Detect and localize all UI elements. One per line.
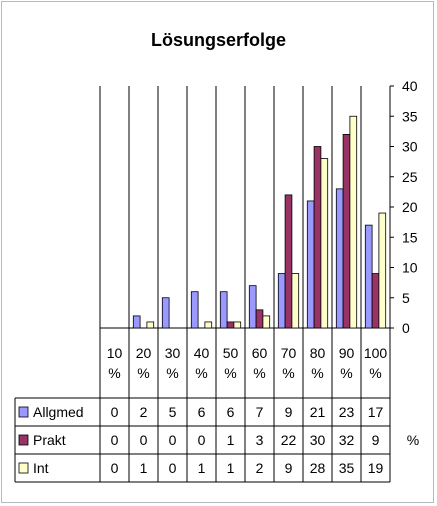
category-label: % bbox=[166, 365, 178, 381]
bar-int bbox=[146, 321, 155, 329]
legend-label: Int bbox=[33, 460, 49, 476]
bar-prakt bbox=[226, 321, 235, 329]
bar-int bbox=[378, 212, 387, 329]
category-label: % bbox=[282, 365, 294, 381]
table-cell: 22 bbox=[281, 432, 297, 448]
category-label: % bbox=[108, 365, 120, 381]
legend-label: Prakt bbox=[33, 432, 66, 448]
legend-key-prakt bbox=[18, 434, 29, 446]
bar-prakt bbox=[342, 133, 351, 329]
category-label: 60 bbox=[252, 345, 268, 361]
table-cell: 35 bbox=[339, 460, 355, 476]
legend-key-int bbox=[18, 462, 29, 474]
table-cell: 19 bbox=[368, 460, 384, 476]
table-cell: 2 bbox=[256, 460, 264, 476]
bar-allgmed bbox=[364, 224, 373, 329]
y-tick-label: 20 bbox=[402, 199, 418, 215]
bar-allgmed bbox=[190, 291, 199, 329]
y-tick-label: 40 bbox=[402, 78, 418, 94]
table-cell: 6 bbox=[227, 404, 235, 420]
table-cell: 9 bbox=[372, 432, 380, 448]
category-label: % bbox=[195, 365, 207, 381]
bar-prakt bbox=[284, 194, 293, 329]
category-label: 10 bbox=[107, 345, 123, 361]
table-cell: 5 bbox=[169, 404, 177, 420]
category-label: % bbox=[253, 365, 265, 381]
y-tick-label: 15 bbox=[402, 229, 418, 245]
table-cell: 2 bbox=[140, 404, 148, 420]
table-cell: 21 bbox=[310, 404, 326, 420]
category-label: 50 bbox=[223, 345, 239, 361]
bar-int bbox=[349, 115, 358, 329]
table-cell: 0 bbox=[198, 432, 206, 448]
y-tick-label: 30 bbox=[402, 139, 418, 155]
bar-allgmed bbox=[248, 285, 257, 329]
category-label: 100 bbox=[364, 345, 388, 361]
bar-int bbox=[320, 158, 329, 329]
bar-prakt bbox=[255, 309, 264, 329]
category-label: % bbox=[224, 365, 236, 381]
table-cell: 9 bbox=[285, 404, 293, 420]
table-cell: 17 bbox=[368, 404, 384, 420]
bar-int bbox=[262, 315, 271, 329]
category-label: 70 bbox=[281, 345, 297, 361]
bar-int bbox=[233, 321, 242, 329]
category-label: 40 bbox=[194, 345, 210, 361]
y-tick-label: 35 bbox=[402, 108, 418, 124]
y-tick-label: 5 bbox=[402, 290, 410, 306]
table-cell: 1 bbox=[227, 432, 235, 448]
bar-allgmed bbox=[132, 315, 141, 329]
table-cell: 1 bbox=[198, 460, 206, 476]
category-label: % bbox=[340, 365, 352, 381]
category-label: % bbox=[311, 365, 323, 381]
table-cell: 23 bbox=[339, 404, 355, 420]
table-cell: 7 bbox=[256, 404, 264, 420]
table-cell: 6 bbox=[198, 404, 206, 420]
table-cell: 0 bbox=[140, 432, 148, 448]
y-tick-label: 0 bbox=[402, 320, 410, 336]
table-cell: 30 bbox=[310, 432, 326, 448]
table-cell: 32 bbox=[339, 432, 355, 448]
category-label: 20 bbox=[136, 345, 152, 361]
y-tick-label: 10 bbox=[402, 260, 418, 276]
category-label: % bbox=[369, 365, 381, 381]
category-label: 80 bbox=[310, 345, 326, 361]
table-cell: 0 bbox=[111, 460, 119, 476]
chart-title: Lösungserfolge bbox=[150, 30, 286, 50]
legend-key-allgmed bbox=[18, 406, 29, 418]
bar-int bbox=[204, 321, 213, 329]
table-cell: 1 bbox=[227, 460, 235, 476]
y-tick-label: 25 bbox=[402, 169, 418, 185]
table-cell: 0 bbox=[169, 460, 177, 476]
bar-prakt bbox=[371, 273, 380, 329]
bar-allgmed bbox=[306, 200, 315, 329]
bar-allgmed bbox=[219, 291, 228, 329]
table-cell: 0 bbox=[111, 404, 119, 420]
bar-allgmed bbox=[161, 297, 170, 329]
table-cell: 28 bbox=[310, 460, 326, 476]
category-label: 30 bbox=[165, 345, 181, 361]
bar-allgmed bbox=[277, 273, 286, 329]
table-cell: 0 bbox=[169, 432, 177, 448]
bar-prakt bbox=[313, 146, 322, 329]
bar-int bbox=[291, 273, 300, 329]
table-cell: 3 bbox=[256, 432, 264, 448]
bar-allgmed bbox=[335, 188, 344, 329]
category-label: 90 bbox=[339, 345, 355, 361]
table-cell: 0 bbox=[111, 432, 119, 448]
table-unit-label: % bbox=[407, 432, 419, 448]
table-cell: 1 bbox=[140, 460, 148, 476]
category-label: % bbox=[137, 365, 149, 381]
table-cell: 9 bbox=[285, 460, 293, 476]
legend-label: Allgmed bbox=[33, 404, 84, 420]
